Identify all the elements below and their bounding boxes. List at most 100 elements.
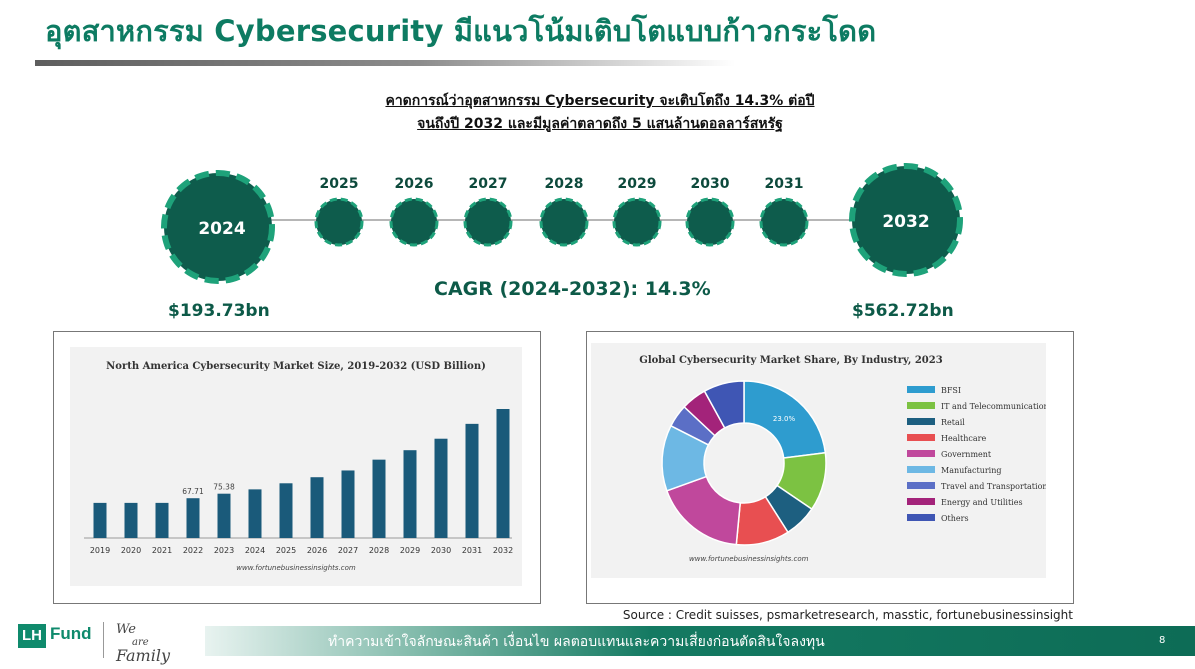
legend-swatch-healthcare [907, 434, 935, 441]
page-title: อุตสาหกรรม Cybersecurity มีแนวโน้มเติบโต… [45, 14, 877, 48]
bar-tick-2021: 2021 [152, 546, 172, 555]
subtitle-line-2: จนถึงปี 2032 และมีมูลค่าตลาดถึง 5 แสนล้า… [417, 116, 783, 132]
start-value: $193.73bn [168, 301, 270, 321]
end-year-label: 2032 [882, 212, 929, 232]
bar-2030 [434, 438, 448, 538]
donut-chart-title: Global Cybersecurity Market Share, By In… [639, 355, 942, 366]
timeline-node-2028 [539, 197, 589, 247]
timeline-year-2029: 2029 [618, 176, 657, 192]
bar-2031 [465, 423, 479, 538]
donut-chart-watermark: www.fortunebusinessinsights.com [689, 555, 809, 563]
bar-2021 [155, 502, 169, 538]
legend-label-it-and-telecommunications: IT and Telecommunications [941, 402, 1046, 411]
bar-2029 [403, 450, 417, 538]
lh-fund-logo-text: Fund [50, 624, 92, 643]
source-note: Source : Credit suisses, psmarketresearc… [622, 608, 1073, 622]
cagr-label: CAGR (2024-2032): 14.3% [434, 278, 711, 300]
legend-swatch-it-and-telecommunications [907, 402, 935, 409]
bar-data-label-2023: 75.38 [213, 483, 235, 492]
title-underline [35, 60, 735, 66]
timeline-year-2027: 2027 [469, 176, 508, 192]
bar-2026 [310, 477, 324, 538]
donut-chart: Global Cybersecurity Market Share, By In… [639, 355, 1053, 563]
bar-tick-2020: 2020 [121, 546, 141, 555]
bar-chart-title: North America Cybersecurity Market Size,… [106, 361, 486, 372]
donut-slice-others [703, 380, 745, 429]
logo-divider [103, 622, 104, 658]
subtitle-line-1: คาดการณ์ว่าอุตสาหกรรม Cybersecurity จะเต… [385, 93, 815, 109]
start-year-label: 2024 [198, 219, 245, 239]
timeline-node-2030 [685, 197, 735, 247]
footer-bar [205, 626, 1195, 656]
legend-label-manufacturing: Manufacturing [941, 466, 1002, 475]
legend-label-travel-and-transportation: Travel and Transportation [941, 482, 1046, 491]
bar-tick-2022: 2022 [183, 546, 203, 555]
bar-2027 [341, 470, 355, 538]
bar-2019 [93, 502, 107, 538]
bar-tick-2030: 2030 [431, 546, 451, 555]
timeline-node-2025 [314, 197, 364, 247]
growth-timeline: 2024 2025 2026 2027 2028 2029 2030 2031 2032 [161, 163, 963, 284]
lh-logo-mark: LH [18, 624, 46, 648]
legend-label-retail: Retail [941, 418, 965, 427]
legend-swatch-others [907, 514, 935, 521]
bar-chart-background: North America Cybersecurity Market Size,… [70, 347, 522, 586]
bar-tick-2025: 2025 [276, 546, 296, 555]
svg-text:Family: Family [115, 646, 171, 665]
legend-swatch-bfsi [907, 386, 935, 393]
bar-2024 [248, 489, 262, 538]
bar-tick-2031: 2031 [462, 546, 482, 555]
legend-label-healthcare: Healthcare [941, 434, 986, 443]
donut-slice-bfsi [743, 380, 827, 459]
donut-chart-panel: Global Cybersecurity Market Share, By In… [586, 331, 1074, 604]
timeline-node-2031 [759, 197, 809, 247]
legend-label-bfsi: BFSI [941, 386, 961, 395]
timeline-year-2031: 2031 [765, 176, 804, 192]
bfsi-slice-label: 23.0% [773, 415, 796, 423]
we-are-family-signature: We are Family [110, 617, 180, 665]
timeline-year-2030: 2030 [691, 176, 730, 192]
bar-2023 [217, 493, 231, 538]
bar-tick-2029: 2029 [400, 546, 420, 555]
bar-2025 [279, 483, 293, 538]
bar-chart: North America Cybersecurity Market Size,… [84, 361, 513, 572]
legend-swatch-government [907, 450, 935, 457]
bar-tick-2019: 2019 [90, 546, 110, 555]
timeline-year-2026: 2026 [395, 176, 434, 192]
timeline-mid-nodes: 2025 2026 2027 2028 2029 2030 2031 [314, 176, 809, 247]
timeline-node-2026 [389, 197, 439, 247]
legend-label-government: Government [941, 450, 992, 459]
bar-tick-2023: 2023 [214, 546, 234, 555]
legend-swatch-retail [907, 418, 935, 425]
svg-text:We: We [116, 622, 136, 637]
bar-tick-2028: 2028 [369, 546, 389, 555]
donut-legend: BFSI IT and Telecommunications Retail Healt… [907, 386, 1053, 523]
bar-tick-2024: 2024 [245, 546, 265, 555]
bar-chart-watermark: www.fortunebusinessinsights.com [236, 564, 356, 572]
page-number: 8 [1159, 635, 1166, 646]
bar-2022 [186, 498, 200, 538]
bar-2020 [124, 502, 138, 538]
legend-swatch-manufacturing [907, 466, 935, 473]
legend-label-others: Others [941, 514, 969, 523]
bar-tick-2026: 2026 [307, 546, 327, 555]
timeline-node-2027 [463, 197, 513, 247]
legend-label-energy-and-utilities: Energy and Utilities [941, 498, 1023, 507]
bar-tick-2027: 2027 [338, 546, 358, 555]
legend-swatch-travel-and-transportation [907, 482, 935, 489]
timeline-node-2029 [612, 197, 662, 247]
timeline-year-2028: 2028 [545, 176, 584, 192]
bar-chart-panel: North America Cybersecurity Market Size,… [53, 331, 541, 604]
bar-2028 [372, 459, 386, 538]
timeline-start-node: 2024 [161, 170, 275, 284]
footer-disclaimer: ทำความเข้าใจลักษณะสินค้า เงื่อนไข ผลตอบแ… [328, 634, 825, 650]
legend-swatch-energy-and-utilities [907, 498, 935, 505]
bar-data-label-2022: 67.71 [182, 487, 204, 496]
svg-text:are: are [132, 637, 149, 648]
timeline-year-2025: 2025 [320, 176, 359, 192]
bar-tick-2032: 2032 [493, 546, 513, 555]
donut-chart-background: Global Cybersecurity Market Share, By In… [591, 343, 1053, 578]
bar-2032 [496, 409, 510, 538]
end-value: $562.72bn [852, 301, 954, 321]
timeline-end-node: 2032 [849, 163, 963, 277]
